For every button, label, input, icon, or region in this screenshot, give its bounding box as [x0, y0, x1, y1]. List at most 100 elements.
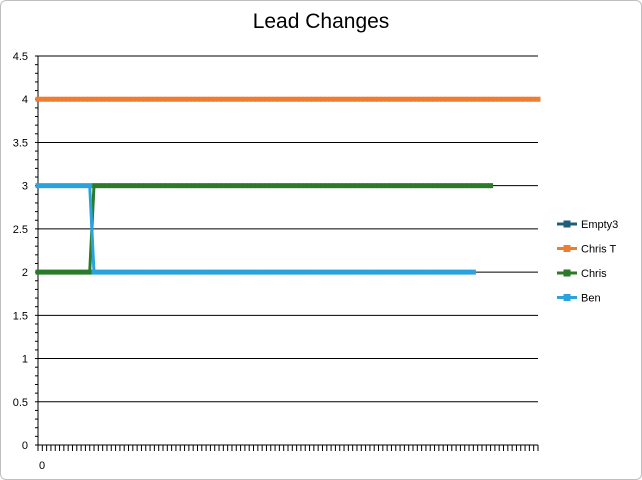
data-point	[156, 96, 162, 102]
data-point	[78, 269, 84, 275]
y-tick-label: 0	[22, 440, 28, 452]
data-point	[160, 269, 166, 275]
data-point	[263, 183, 269, 189]
data-point	[255, 183, 261, 189]
data-point	[449, 183, 455, 189]
data-point	[289, 183, 295, 189]
data-point	[371, 96, 377, 102]
data-point	[479, 183, 485, 189]
data-point	[95, 96, 101, 102]
legend-label: Empty3	[581, 219, 618, 231]
data-point	[229, 183, 235, 189]
data-point	[328, 183, 334, 189]
data-point	[91, 96, 97, 102]
data-point	[225, 96, 231, 102]
data-point	[117, 183, 123, 189]
data-point	[216, 183, 222, 189]
data-point	[423, 96, 429, 102]
data-point	[513, 96, 519, 102]
data-point	[384, 183, 390, 189]
data-point	[220, 96, 226, 102]
legend-label: Ben	[581, 293, 601, 305]
data-point	[388, 183, 394, 189]
data-point	[453, 96, 459, 102]
data-point	[302, 96, 308, 102]
data-point	[285, 269, 291, 275]
data-point	[363, 183, 369, 189]
data-point	[220, 269, 226, 275]
data-point	[91, 183, 97, 189]
data-point	[315, 269, 321, 275]
data-point	[108, 96, 114, 102]
data-point	[121, 96, 127, 102]
data-point	[35, 96, 41, 102]
data-point	[147, 96, 153, 102]
data-point	[376, 183, 382, 189]
data-point	[341, 269, 347, 275]
data-point	[190, 269, 196, 275]
data-point	[259, 183, 265, 189]
data-point	[186, 96, 192, 102]
data-point	[190, 183, 196, 189]
data-point	[384, 269, 390, 275]
data-point	[246, 96, 252, 102]
data-point	[147, 269, 153, 275]
data-point	[57, 96, 63, 102]
data-point	[39, 96, 45, 102]
data-point	[207, 183, 213, 189]
data-point	[307, 269, 313, 275]
data-point	[104, 269, 110, 275]
data-point	[194, 269, 200, 275]
y-tick-label: 2	[22, 267, 28, 279]
data-point	[462, 269, 468, 275]
y-tick-label: 4.5	[13, 51, 28, 63]
data-point	[479, 96, 485, 102]
data-point	[397, 269, 403, 275]
data-point	[173, 183, 179, 189]
y-tick-label: 2.5	[13, 224, 28, 236]
data-point	[190, 96, 196, 102]
data-point	[121, 269, 127, 275]
data-point	[440, 269, 446, 275]
data-point	[488, 96, 494, 102]
data-point	[74, 269, 80, 275]
data-point	[272, 269, 278, 275]
data-point	[104, 183, 110, 189]
data-point	[87, 183, 93, 189]
data-point	[281, 269, 287, 275]
data-point	[328, 269, 334, 275]
data-point	[48, 96, 54, 102]
data-point	[401, 183, 407, 189]
data-point	[423, 269, 429, 275]
data-point	[108, 183, 114, 189]
data-point	[332, 183, 338, 189]
data-point	[199, 96, 205, 102]
data-point	[401, 269, 407, 275]
data-point	[376, 96, 382, 102]
data-point	[95, 269, 101, 275]
data-point	[294, 269, 300, 275]
data-point	[61, 183, 67, 189]
data-point	[65, 269, 71, 275]
data-point	[341, 183, 347, 189]
legend-swatch-marker	[563, 245, 571, 252]
data-point	[126, 183, 132, 189]
data-point	[100, 96, 106, 102]
data-point	[324, 96, 330, 102]
data-point	[319, 96, 325, 102]
data-point	[134, 183, 140, 189]
data-point	[380, 183, 386, 189]
data-point	[414, 96, 420, 102]
data-point	[263, 96, 269, 102]
series-lines	[35, 96, 541, 275]
data-point	[160, 183, 166, 189]
data-point	[518, 96, 524, 102]
data-point	[212, 96, 218, 102]
data-point	[449, 96, 455, 102]
data-point	[294, 96, 300, 102]
data-point	[414, 183, 420, 189]
data-point	[212, 269, 218, 275]
data-point	[251, 183, 257, 189]
data-point	[397, 96, 403, 102]
